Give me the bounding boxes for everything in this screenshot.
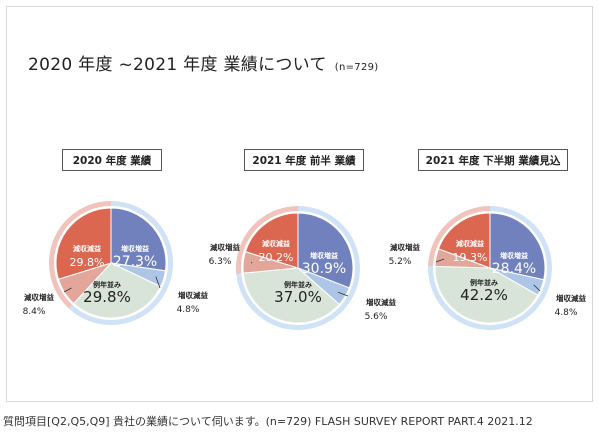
pie-slice-3 [434, 265, 539, 324]
slice-label: 増収増益 [121, 244, 149, 253]
title-text: 2020 年度 ~2021 年度 業績について [28, 55, 327, 75]
slice-label: 増収減益 [556, 293, 586, 303]
slice-label: 例年並み [470, 278, 498, 287]
chart-title-2021-second-half: 2021 年度 下半期 業績見込 [418, 149, 568, 171]
slice-value: 4.8% [555, 308, 578, 318]
slice-label: 減収減益 [73, 244, 101, 253]
page-title: 2020 年度 ~2021 年度 業績について (n=729) [28, 50, 379, 75]
slice-value: 4.8% [177, 305, 200, 315]
slice-label: 減収増益 [24, 292, 54, 302]
slice-label: 増収減益 [366, 297, 396, 307]
pie-slice-1 [297, 212, 354, 289]
slice-label: 減収減益 [262, 239, 290, 248]
chart-title-2021-first-half: 2021 年度 前半 業績 [244, 149, 364, 171]
slice-value: 8.4% [23, 307, 46, 317]
pie-slice-5 [55, 207, 112, 280]
slice-value: 30.9% [302, 261, 346, 277]
leader-line [533, 284, 541, 292]
slice-label: 減収減益 [456, 239, 484, 248]
slice-label: 例年並み [284, 280, 312, 289]
ring-decrease-arc [49, 201, 111, 309]
ring-increase-arc [69, 201, 173, 325]
slice-label: 例年並み [93, 280, 121, 289]
pie-slice-5 [244, 212, 299, 269]
slice-value: 5.6% [365, 312, 388, 322]
slice-label: 減収増益 [210, 242, 240, 252]
pie-slice-1 [489, 212, 546, 281]
slice-label: 増収増益 [500, 251, 528, 260]
slice-value: 42.2% [460, 286, 508, 304]
leader-line [435, 258, 445, 263]
slice-value: 37.0% [274, 288, 322, 306]
chart-frame [6, 6, 593, 402]
chart-title-2020: 2020 年度 業績 [62, 149, 162, 171]
slice-value: 5.2% [389, 257, 412, 267]
leader-line [337, 291, 349, 297]
ring-decrease-arc [236, 206, 298, 274]
slice-value: 29.8% [83, 288, 131, 306]
pie-slice-3 [73, 262, 162, 319]
slice-label: 減収増益 [390, 242, 420, 252]
pie-slice-5 [437, 212, 491, 269]
pie-slice-3 [242, 267, 340, 324]
pie-slice-1 [110, 207, 167, 272]
slice-value: 19.3% [453, 251, 488, 264]
leader-line [63, 287, 72, 293]
slice-value: 27.3% [113, 254, 157, 270]
slice-label: 増収減益 [178, 290, 208, 300]
slice-label: 増収増益 [310, 251, 338, 260]
footer-note: 質問項目[Q2,Q5,Q9] 貴社の業績について伺います。(n=729) FLA… [3, 415, 533, 428]
slice-value: 28.4% [492, 261, 536, 277]
ring-decrease-arc [428, 206, 490, 267]
title-sample-size: (n=729) [334, 62, 379, 73]
slice-value: 20.2% [259, 251, 294, 264]
leader-line [155, 276, 161, 289]
slice-value: 6.3% [209, 257, 232, 267]
slice-value: 29.8% [70, 256, 105, 269]
